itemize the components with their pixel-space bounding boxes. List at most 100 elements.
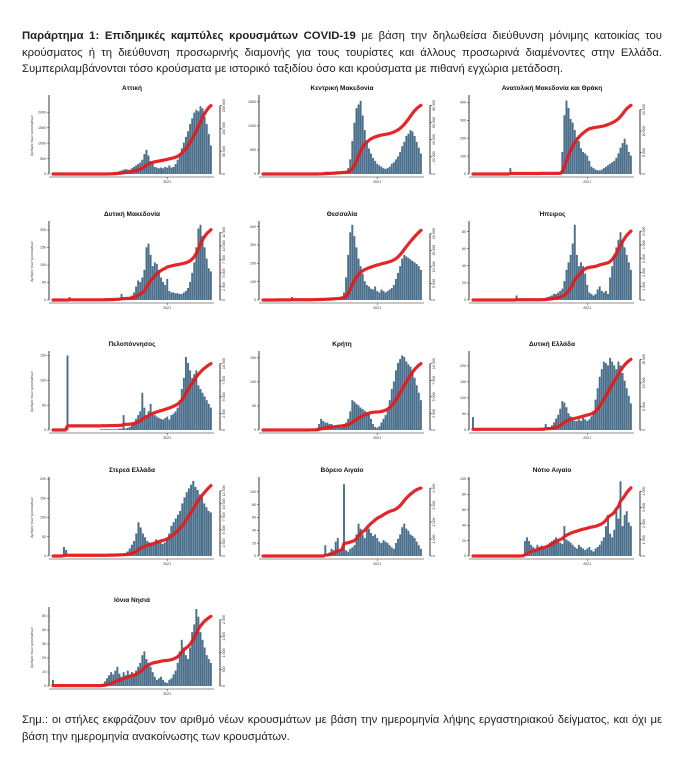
bar: [376, 538, 379, 556]
y-tick-label: 0: [44, 428, 46, 432]
bar: [198, 494, 201, 556]
bar: [403, 523, 406, 556]
bar: [195, 109, 198, 174]
bar: [187, 488, 190, 556]
chart-title: Κεντρική Μακεδονία: [311, 85, 374, 92]
y-axis-label: Αριθμός νέων κρουσμάτων: [30, 497, 34, 538]
cumulative-line: [471, 486, 633, 558]
y-tick-label: 40: [462, 264, 466, 268]
bar: [596, 547, 599, 556]
bar: [370, 418, 372, 430]
bar: [195, 609, 198, 686]
bar: [367, 286, 370, 300]
chart-title: Δυτική Ελλάδα: [529, 340, 575, 348]
bar: [380, 166, 383, 174]
bar: [594, 169, 597, 174]
bar: [203, 116, 206, 174]
bar: [613, 365, 616, 430]
bar: [66, 355, 69, 430]
y-tick-label: 150: [250, 356, 256, 360]
bar: [378, 541, 381, 556]
bar: [174, 164, 177, 174]
y2-tick-label: 5 000: [222, 268, 226, 277]
bar: [199, 224, 202, 300]
bar: [166, 682, 169, 686]
chart-svg: Στερεά Ελλάδα 0 50 100 150 200 Αριθμός νέων κρ…: [30, 466, 226, 566]
y-tick-label: 100: [250, 280, 256, 284]
bar: [359, 528, 362, 556]
bar: [187, 659, 189, 686]
bar: [153, 166, 156, 174]
y2-tick-label: 2 000: [432, 518, 436, 527]
bar: [372, 424, 375, 430]
bar: [598, 170, 601, 174]
bar: [617, 239, 620, 300]
y2-tick-label: 0: [432, 555, 436, 557]
x-tick-label: 2021: [163, 692, 171, 696]
bar: [573, 420, 576, 430]
bar: [207, 134, 210, 174]
bar: [124, 428, 127, 430]
bar: [168, 419, 171, 430]
bar: [209, 271, 212, 300]
y2-tick-label: 10 000: [222, 358, 226, 369]
y-tick-label: 400: [250, 225, 256, 229]
bar: [374, 427, 377, 430]
bar: [542, 548, 545, 556]
bar: [139, 281, 142, 300]
bar: [162, 419, 165, 430]
bar: [372, 157, 375, 174]
bar: [330, 548, 333, 556]
bar: [586, 284, 589, 300]
bar: [627, 522, 630, 556]
bar: [384, 415, 387, 430]
bar: [625, 144, 628, 174]
y2-tick-label: 15 000: [432, 245, 436, 256]
bar: [382, 290, 385, 300]
y-tick-label: 80: [462, 230, 466, 234]
bar: [176, 514, 179, 556]
chart-panel: Στερεά Ελλάδα 0 50 100 150 200 Αριθμός νέων κρ…: [22, 464, 242, 579]
bar: [588, 292, 591, 300]
bar: [160, 676, 162, 686]
y2-tick-label: 2 000: [222, 615, 226, 624]
bar: [191, 632, 194, 686]
y-tick-label: 100: [460, 477, 466, 481]
bar: [135, 286, 138, 300]
bar: [370, 288, 372, 300]
bar: [172, 413, 175, 430]
bar: [180, 293, 183, 300]
chart-svg: Νότιο Αιγαίο 0 20 40 60 80 100 2021 0 1 000 2 000 3…: [460, 467, 646, 566]
bar: [367, 528, 370, 556]
chart-svg: Θεσσαλία 0 100 200 300 400 2021 0 5 000 10 000 15 …: [250, 210, 436, 310]
bar: [120, 428, 123, 430]
bar: [114, 670, 117, 686]
bar: [582, 548, 585, 556]
bar: [170, 292, 173, 300]
bar: [407, 364, 410, 430]
bar: [577, 266, 580, 300]
bar: [170, 415, 173, 430]
bar: [363, 281, 366, 300]
bar: [604, 526, 607, 556]
bar: [363, 130, 366, 174]
y-tick-label: 50: [462, 412, 466, 416]
bar: [365, 412, 368, 430]
bar: [172, 166, 175, 174]
bar: [613, 529, 616, 556]
bar: [184, 655, 187, 686]
bar: [205, 507, 208, 556]
y-tick-label: 100: [40, 516, 46, 520]
bar: [590, 293, 593, 300]
bar: [345, 277, 348, 300]
bar: [149, 403, 152, 430]
intro-text: με βάση την δηλωθείσα διεύθυνση μόνιμης …: [22, 30, 662, 75]
bar: [205, 655, 208, 686]
bar: [609, 533, 612, 556]
bar: [160, 418, 162, 430]
chart-panel: Δυτική Μακεδονία 0 50 100 150 200 Αριθμός νέων…: [22, 208, 242, 323]
bar: [588, 419, 591, 430]
bar: [415, 141, 418, 174]
bar: [561, 401, 564, 430]
chart-svg: Πελοπόννησος 0 50 100 150 Αριθμός νέων κρουσμ…: [30, 340, 226, 440]
